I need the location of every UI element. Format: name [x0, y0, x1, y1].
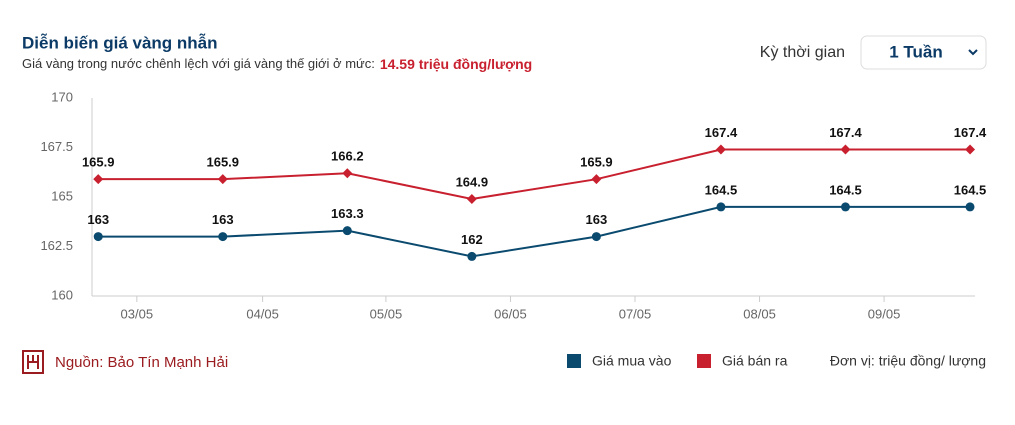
value-label: 163 — [87, 212, 109, 227]
legend-label: Giá mua vào — [592, 353, 672, 369]
series-line — [98, 205, 971, 258]
value-label: 163.3 — [331, 206, 364, 221]
x-tick-label: 09/05 — [868, 306, 901, 321]
y-tick-label: 170 — [51, 89, 73, 104]
x-tick-label: 07/05 — [619, 306, 652, 321]
subtitle: Giá vàng trong nước chênh lệch với giá v… — [22, 56, 532, 72]
legend-label: Giá bán ra — [722, 353, 788, 369]
point — [591, 232, 601, 242]
value-label: 167.4 — [954, 125, 987, 140]
y-tick-label: 167.5 — [40, 139, 73, 154]
x-tick-label: 04/05 — [246, 306, 279, 321]
point — [965, 144, 976, 155]
y-tick-label: 162.5 — [40, 238, 73, 253]
point — [840, 202, 850, 212]
point — [716, 202, 726, 212]
point — [591, 174, 602, 185]
x-tick-label: 08/05 — [743, 306, 776, 321]
dropdown-box[interactable] — [860, 35, 987, 70]
value-label: 166.2 — [331, 149, 364, 164]
value-label: 165.9 — [580, 155, 613, 170]
value-label: 164.5 — [829, 182, 862, 197]
subtitle-text: Giá vàng trong nước chênh lệch với giá v… — [22, 56, 375, 71]
point — [342, 168, 353, 179]
point — [218, 232, 228, 242]
chevron[interactable] — [968, 49, 978, 56]
x-tick-label: 05/05 — [370, 306, 403, 321]
legend-swatch — [567, 354, 581, 368]
period-label: Kỳ thời gian — [760, 44, 845, 61]
logo — [22, 350, 44, 374]
point — [342, 226, 352, 236]
value-label: 164.5 — [705, 182, 738, 197]
value-label: 162 — [461, 232, 483, 247]
period-dropdown[interactable]: 1 Tuần — [860, 35, 987, 70]
source: Nguồn: Bảo Tín Mạnh Hải — [55, 354, 228, 371]
title: Diễn biến giá vàng nhẫn — [22, 33, 218, 52]
logo-frame — [22, 350, 44, 374]
point — [467, 251, 477, 261]
y-tick-label: 160 — [51, 287, 73, 302]
point — [217, 174, 228, 185]
value-label: 163 — [212, 212, 234, 227]
series-line — [98, 148, 971, 200]
x-tick-label: 03/05 — [121, 306, 154, 321]
point — [715, 144, 726, 155]
point — [466, 193, 477, 204]
value-label: 167.4 — [705, 125, 738, 140]
value-label: 163 — [586, 212, 608, 227]
point — [93, 232, 103, 242]
legend-swatch — [697, 354, 711, 368]
unit: Đơn vị: triệu đồng/ lượng — [830, 353, 986, 369]
highlight: 14.59 triệu đồng/lượng — [380, 56, 532, 72]
value-label: 167.4 — [829, 125, 862, 140]
point — [965, 202, 975, 212]
value-label: 164.9 — [456, 174, 489, 189]
point — [840, 144, 851, 155]
x-tick-label: 06/05 — [494, 306, 527, 321]
point — [93, 174, 104, 185]
y-tick-label: 165 — [51, 188, 73, 203]
value-label: 165.9 — [82, 155, 115, 170]
dropdown-value[interactable]: 1 Tuần — [889, 42, 943, 61]
value-label: 165.9 — [206, 155, 239, 170]
logo-mark — [27, 355, 39, 369]
value-label: 164.5 — [954, 182, 987, 197]
